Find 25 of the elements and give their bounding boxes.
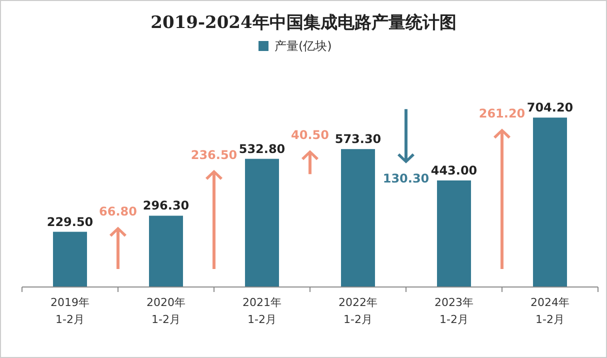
annotation: 261.20 <box>478 106 526 121</box>
legend-label: 产量(亿块) <box>274 39 332 53</box>
annotation: 236.50 <box>190 148 238 162</box>
bar <box>245 158 279 287</box>
data-label: 704.20 <box>526 100 574 115</box>
annotation: 40.50 <box>291 128 329 142</box>
x-tick-label: 2022年 1-2月 <box>338 296 378 326</box>
data-label: 573.30 <box>334 132 382 146</box>
data-label: 443.00 <box>430 163 478 178</box>
bar <box>53 232 87 287</box>
bar <box>341 149 375 287</box>
bar <box>149 216 183 287</box>
chart-title: 2019-2024年中国集成电路产量统计图 <box>150 13 456 33</box>
x-tick-label: 2023年 1-2月 <box>434 296 474 326</box>
annotation: 66.80 <box>99 204 137 219</box>
bar <box>437 180 471 287</box>
data-label: 532.80 <box>238 142 286 156</box>
x-tick-label: 2020年 1-2月 <box>146 296 186 326</box>
bar <box>533 118 567 287</box>
data-label: 229.50 <box>46 214 94 229</box>
annotation: 130.30 <box>382 171 430 186</box>
x-tick-label: 2019年 1-2月 <box>50 296 90 326</box>
data-label: 296.30 <box>142 198 190 213</box>
x-tick-label: 2024年 1-2月 <box>530 296 570 326</box>
x-tick-label: 2021年 1-2月 <box>242 296 282 326</box>
